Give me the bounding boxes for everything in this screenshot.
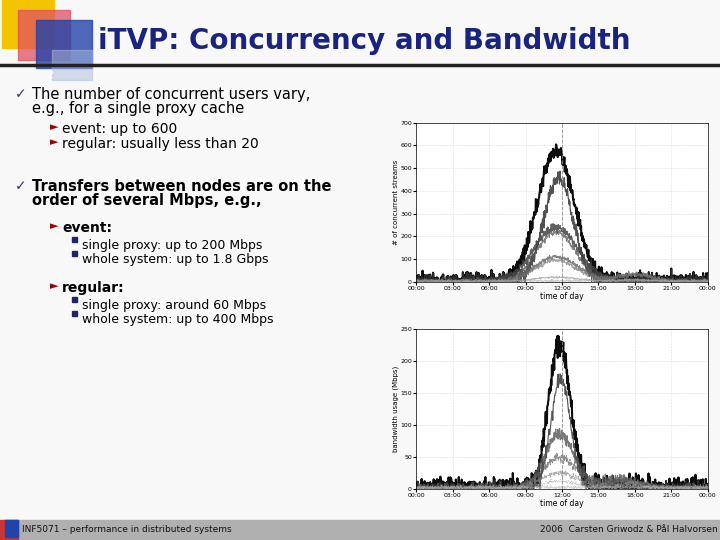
Text: event:: event: [62,221,112,235]
Text: 2006  Carsten Griwodz & Pål Halvorsen: 2006 Carsten Griwodz & Pål Halvorsen [540,525,718,535]
Text: Transfers between nodes are on the: Transfers between nodes are on the [32,179,331,194]
Text: ►: ► [50,137,58,147]
Y-axis label: bandwidth usage (Mbps): bandwidth usage (Mbps) [392,366,399,452]
Bar [72,251,77,256]
Text: regular: usually less than 20: regular: usually less than 20 [62,137,258,151]
Text: INF5071 – performance in distributed systems: INF5071 – performance in distributed sys… [22,525,232,535]
Bar [36,20,92,68]
Bar [18,10,70,60]
Text: iTVP: Concurrency and Bandwidth: iTVP: Concurrency and Bandwidth [98,27,631,55]
Bar [0,520,18,540]
Text: whole system: up to 1.8 Gbps: whole system: up to 1.8 Gbps [82,253,269,266]
Text: ✓: ✓ [15,179,27,193]
Text: ►: ► [50,122,58,132]
Text: single proxy: up to 200 Mbps: single proxy: up to 200 Mbps [82,239,262,252]
Text: ✓: ✓ [15,87,27,101]
Bar [0,520,720,540]
Text: The number of concurrent users vary,: The number of concurrent users vary, [32,87,310,102]
Bar [2,0,54,48]
Text: single proxy: around 60 Mbps: single proxy: around 60 Mbps [82,299,266,312]
Bar [52,50,92,80]
Bar [72,311,77,316]
Text: event: up to 600: event: up to 600 [62,122,177,136]
X-axis label: time of day: time of day [540,500,584,508]
Bar [72,237,77,242]
Text: 2: 2 [47,70,53,80]
Text: regular:: regular: [62,281,125,295]
Bar [5,520,18,537]
Text: ►: ► [50,281,58,291]
Text: ►: ► [50,221,58,231]
Text: whole system: up to 400 Mbps: whole system: up to 400 Mbps [82,313,274,326]
Y-axis label: # of concurrent streams: # of concurrent streams [393,159,399,245]
X-axis label: time of day: time of day [540,293,584,301]
Text: e.g., for a single proxy cache: e.g., for a single proxy cache [32,101,244,116]
Bar [72,297,77,302]
Text: order of several Mbps, e.g.,: order of several Mbps, e.g., [32,193,261,208]
